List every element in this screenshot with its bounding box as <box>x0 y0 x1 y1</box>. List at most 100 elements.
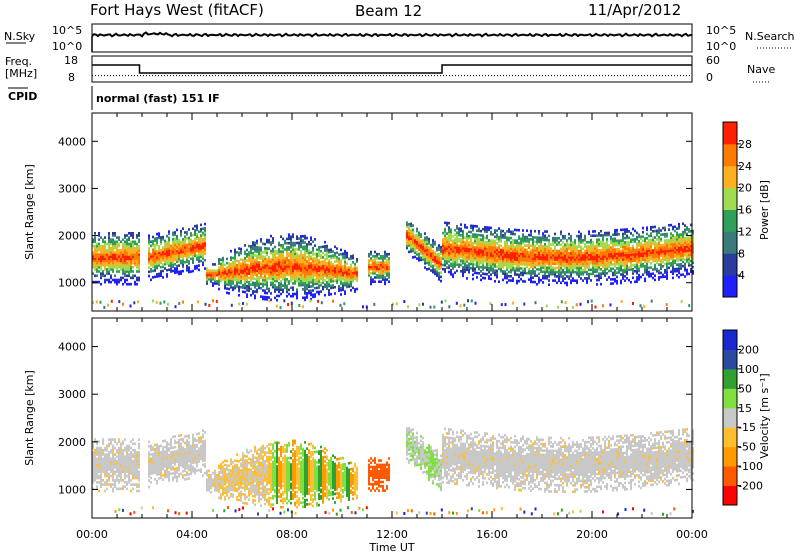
heatmap-cell <box>514 232 516 236</box>
heatmap-cell <box>134 253 136 256</box>
heatmap-cell <box>296 269 298 272</box>
heatmap-cell <box>108 268 110 271</box>
heatmap-cell <box>482 264 484 267</box>
heatmap-cell <box>598 266 600 269</box>
heatmap-cell <box>116 268 118 271</box>
heatmap-cell <box>424 240 426 244</box>
heatmap-cell <box>472 243 474 247</box>
heatmap-cell <box>210 273 212 277</box>
heatmap-cell <box>126 238 128 241</box>
heatmap-cell <box>620 243 622 247</box>
heatmap-cell <box>580 260 582 263</box>
heatmap-cell <box>582 264 584 267</box>
heatmap-cell <box>190 242 192 246</box>
heatmap-cell <box>680 243 682 247</box>
heatmap-cell <box>650 240 652 244</box>
heatmap-cell <box>106 255 108 258</box>
heatmap-cell <box>338 263 340 267</box>
heatmap-cell <box>562 277 564 280</box>
heatmap-cell <box>388 257 390 260</box>
heatmap-cell <box>98 244 100 248</box>
heatmap-cell <box>590 262 592 265</box>
heatmap-cell <box>246 276 248 279</box>
heatmap-cell <box>692 229 694 233</box>
heatmap-cell <box>350 280 352 284</box>
heatmap-cell <box>678 250 680 254</box>
heatmap-cell <box>236 285 238 288</box>
heatmap-cell <box>306 266 308 270</box>
heatmap-cell <box>304 275 306 278</box>
heatmap-cell <box>262 265 264 269</box>
heatmap-cell <box>558 266 560 270</box>
heatmap-cell <box>518 269 520 272</box>
heatmap-cell <box>224 276 226 279</box>
heatmap-cell <box>270 266 272 270</box>
heatmap-cell <box>298 245 300 249</box>
heatmap-cell <box>462 253 464 256</box>
heatmap-cell <box>448 260 450 263</box>
heatmap-cell <box>592 257 594 261</box>
heatmap-cell <box>586 247 588 250</box>
heatmap-cell <box>468 256 470 259</box>
heatmap-cell <box>460 250 462 254</box>
heatmap-cell <box>496 248 498 251</box>
heatmap-cell <box>488 247 490 251</box>
heatmap-cell <box>174 269 176 272</box>
heatmap-cell <box>548 268 550 272</box>
heatmap-cell <box>164 243 166 247</box>
heatmap-cell <box>296 254 298 257</box>
heatmap-cell <box>624 255 626 259</box>
heatmap-cell <box>104 249 106 252</box>
heatmap-cell <box>622 273 624 276</box>
heatmap-cell <box>570 245 572 249</box>
heatmap-cell <box>132 246 134 250</box>
heatmap-cell <box>476 276 478 279</box>
heatmap-cell <box>286 269 288 273</box>
heatmap-cell <box>432 254 434 257</box>
heatmap-cell <box>410 248 412 251</box>
heatmap-cell <box>570 247 572 251</box>
heatmap-cell <box>384 263 386 267</box>
heatmap-cell <box>642 273 644 276</box>
heatmap-cell <box>258 278 260 281</box>
heatmap-cell <box>550 272 552 276</box>
heatmap-cell <box>186 269 188 272</box>
heatmap-cell <box>346 270 348 274</box>
heatmap-cell <box>484 240 486 244</box>
heatmap-cell <box>554 241 556 244</box>
velocity-heatmap <box>92 427 694 516</box>
heatmap-cell <box>283 299 286 303</box>
heatmap-cell <box>606 272 608 275</box>
heatmap-cell <box>292 271 294 275</box>
heatmap-cell <box>442 238 444 241</box>
heatmap-cell <box>610 250 612 254</box>
heatmap-cell <box>318 277 320 281</box>
heatmap-cell <box>150 267 152 271</box>
heatmap-cell <box>198 260 200 263</box>
heatmap-cell <box>496 252 498 256</box>
heatmap-cell <box>564 262 566 266</box>
heatmap-cell <box>198 236 200 240</box>
heatmap-cell <box>276 264 278 268</box>
heatmap-cell <box>554 245 556 248</box>
heatmap-cell <box>116 263 118 267</box>
heatmap-cell <box>410 237 412 240</box>
heatmap-cell <box>536 253 538 256</box>
heatmap-cell <box>664 228 666 232</box>
heatmap-cell <box>626 253 628 257</box>
heatmap-cell <box>104 266 106 269</box>
heatmap-cell <box>538 264 540 267</box>
heatmap-cell <box>176 228 178 232</box>
heatmap-cell <box>556 262 558 265</box>
heatmap-cell <box>664 226 666 230</box>
heatmap-cell <box>538 230 540 233</box>
heatmap-cell <box>652 251 654 254</box>
heatmap-cell <box>484 253 486 257</box>
heatmap-cell <box>284 256 286 260</box>
heatmap-cell <box>224 282 226 286</box>
heatmap-cell <box>666 241 668 244</box>
heatmap-cell <box>190 234 192 237</box>
heatmap-cell <box>424 262 426 265</box>
heatmap-cell <box>492 239 494 243</box>
heatmap-cell <box>92 470 94 473</box>
